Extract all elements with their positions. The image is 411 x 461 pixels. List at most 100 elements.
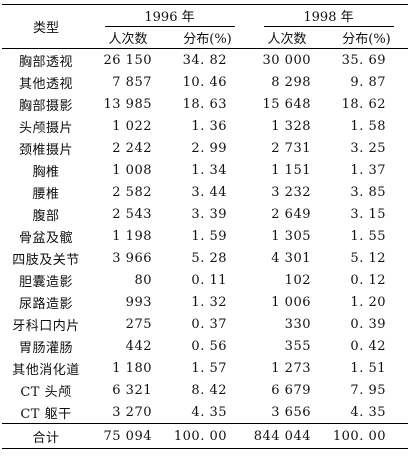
row-count-1998: 355: [284, 338, 311, 354]
row-share-1996: 1. 36: [191, 118, 227, 134]
share-header-1996: 分布(%): [183, 32, 232, 47]
row-share-1996: 5. 28: [191, 250, 227, 266]
table-row: CT 躯干 3 270 4. 35 3 656 4. 35: [2, 401, 408, 424]
row-count-1996: 1 198: [112, 228, 152, 244]
table-row: 骨盆及髋 1 198 1. 59 1 305 1. 55: [2, 225, 408, 247]
row-count-1998: 3 232: [271, 184, 311, 200]
row-share-1998: 9. 87: [350, 74, 386, 90]
row-category: 骨盆及髋: [18, 230, 73, 246]
year-1998-label: 1998 年: [263, 6, 394, 27]
count-header-1998: 人次数: [267, 32, 307, 47]
row-share-1998: 4. 35: [350, 404, 386, 420]
table-row: 颈椎摄片 2 242 2. 99 2 731 3. 25: [2, 137, 408, 159]
total-count-1998: 844 044: [253, 428, 311, 444]
table-row: 其他透视 7 857 10. 46 8 298 9. 87: [2, 71, 408, 93]
total-share-1996: 100. 00: [173, 428, 227, 444]
row-category: CT 躯干: [20, 406, 72, 422]
row-share-1998: 3. 25: [350, 140, 386, 156]
row-count-1998: 1 305: [271, 228, 311, 244]
table-row: 胃肠灌肠 442 0. 56 355 0. 42: [2, 335, 408, 357]
row-share-1996: 0. 11: [191, 272, 227, 288]
row-count-1996: 3 270: [112, 404, 152, 420]
table-row: 四肢及关节 3 966 5. 28 4 301 5. 12: [2, 247, 408, 269]
row-share-1998: 1. 58: [350, 118, 386, 134]
row-share-1996: 18. 63: [182, 96, 227, 112]
table-row: 牙科口内片 275 0. 37 330 0. 39: [2, 313, 408, 335]
table-row: 尿路造影 993 1. 32 1 006 1. 20: [2, 291, 408, 313]
row-count-1998: 3 656: [271, 404, 311, 420]
row-share-1998: 0. 42: [350, 338, 386, 354]
row-category: 腰椎: [32, 186, 60, 202]
row-count-1996: 1 022: [112, 118, 152, 134]
share-header-1998: 分布(%): [342, 32, 391, 47]
row-share-1996: 1. 57: [191, 360, 227, 376]
row-share-1998: 7. 95: [350, 382, 386, 398]
row-category: 腹部: [32, 208, 60, 224]
row-share-1996: 0. 56: [191, 338, 227, 354]
row-share-1998: 1. 37: [350, 162, 386, 178]
row-count-1998: 1 006: [271, 294, 311, 310]
row-count-1996: 80: [134, 272, 152, 288]
count-header-1996: 人次数: [108, 32, 148, 47]
row-count-1996: 442: [125, 338, 152, 354]
row-share-1996: 1. 59: [191, 228, 227, 244]
table-row: CT 头颅 6 321 8. 42 6 679 7. 95: [2, 379, 408, 401]
row-count-1996: 1 180: [112, 360, 152, 376]
exam-distribution-table: 类型 1996 年 1998 年 人次数 分布(%) 人次数 分布(%) 胸部透…: [2, 4, 408, 449]
row-count-1998: 6 679: [271, 382, 311, 398]
row-count-1996: 2 582: [112, 184, 152, 200]
table-row: 其他消化道 1 180 1. 57 1 273 1. 51: [2, 357, 408, 379]
row-category: 胸部摄影: [18, 98, 73, 114]
year-1998-header: 1998 年: [249, 5, 408, 28]
row-share-1998: 1. 51: [350, 360, 386, 376]
row-share-1996: 8. 42: [191, 382, 227, 398]
row-share-1996: 3. 39: [191, 206, 227, 222]
row-category: 尿路造影: [18, 296, 73, 312]
row-share-1998: 0. 39: [350, 316, 386, 332]
category-header: 类型: [32, 21, 59, 36]
row-count-1996: 2 242: [112, 140, 152, 156]
row-category: 胸部透视: [18, 54, 73, 70]
row-count-1998: 2 731: [271, 140, 311, 156]
table-row: 腰椎 2 582 3. 44 3 232 3. 85: [2, 181, 408, 203]
row-category: 四肢及关节: [12, 252, 80, 268]
row-share-1996: 34. 82: [182, 52, 227, 68]
row-count-1998: 4 301: [271, 250, 311, 266]
row-count-1998: 30 000: [262, 52, 311, 68]
row-share-1998: 1. 55: [350, 228, 386, 244]
table-row: 头颅摄片 1 022 1. 36 1 328 1. 58: [2, 115, 408, 137]
row-share-1998: 5. 12: [350, 250, 386, 266]
row-share-1998: 0. 12: [350, 272, 386, 288]
row-share-1996: 10. 46: [182, 74, 227, 90]
table-row: 胆囊造影 80 0. 11 102 0. 12: [2, 269, 408, 291]
row-count-1996: 2 543: [112, 206, 152, 222]
row-share-1998: 18. 62: [341, 96, 386, 112]
row-count-1998: 8 298: [271, 74, 311, 90]
year-1996-label: 1996 年: [104, 6, 235, 27]
row-count-1996: 275: [125, 316, 152, 332]
row-count-1996: 26 150: [103, 52, 152, 68]
table-row: 胸椎 1 008 1. 34 1 151 1. 37: [2, 159, 408, 181]
row-category: 胆囊造影: [18, 274, 73, 290]
row-count-1996: 3 966: [112, 250, 152, 266]
row-count-1998: 1 273: [271, 360, 311, 376]
row-category: 胃肠灌肠: [18, 340, 73, 356]
total-count-1996: 75 094: [103, 428, 152, 444]
table-row: 胸部摄影 13 985 18. 63 15 648 18. 62: [2, 93, 408, 115]
row-count-1996: 7 857: [112, 74, 152, 90]
row-category: 胸椎: [32, 164, 60, 180]
row-category: 其他透视: [18, 76, 73, 92]
row-category: 颈椎摄片: [18, 142, 73, 158]
row-share-1996: 4. 35: [191, 404, 227, 420]
row-share-1996: 3. 44: [191, 184, 227, 200]
row-count-1996: 6 321: [112, 382, 152, 398]
row-count-1998: 1 328: [271, 118, 311, 134]
row-count-1996: 993: [125, 294, 152, 310]
row-count-1998: 2 649: [271, 206, 311, 222]
row-count-1998: 102: [284, 272, 311, 288]
row-share-1998: 35. 69: [341, 52, 386, 68]
table-row: 腹部 2 543 3. 39 2 649 3. 15: [2, 203, 408, 225]
row-count-1998: 1 151: [271, 162, 311, 178]
row-count-1998: 15 648: [262, 96, 311, 112]
